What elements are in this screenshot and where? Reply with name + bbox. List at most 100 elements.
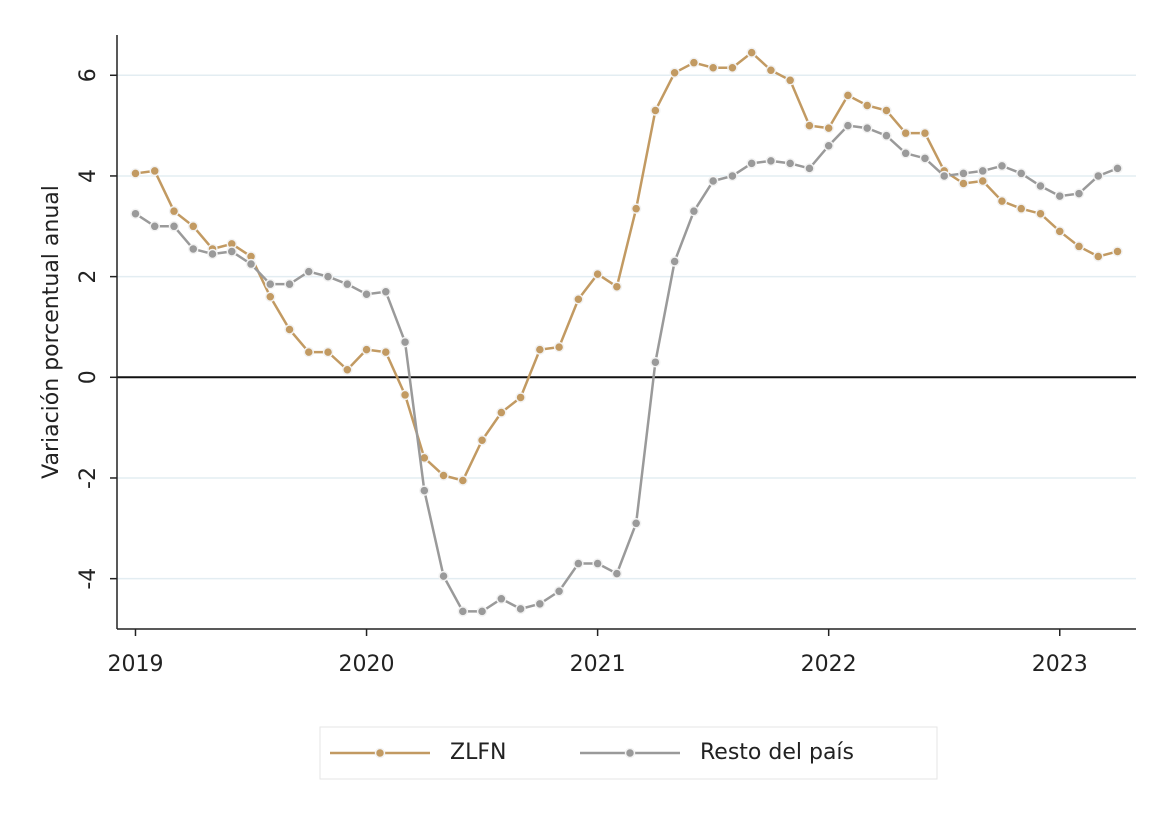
y-tick-label: -2 (76, 467, 101, 489)
data-point (707, 175, 719, 187)
data-point (265, 278, 276, 290)
data-point (1054, 190, 1065, 202)
data-point (265, 291, 276, 303)
data-point (784, 158, 796, 169)
data-point (765, 64, 777, 76)
data-point (515, 603, 526, 615)
data-point (765, 155, 777, 167)
data-point (688, 57, 700, 68)
data-point (573, 558, 584, 569)
data-point (861, 122, 873, 134)
data-point (1073, 241, 1085, 252)
data-point (322, 346, 334, 358)
data-point (284, 324, 295, 335)
data-point (245, 258, 257, 270)
data-point (496, 407, 507, 418)
data-point (399, 389, 411, 401)
data-point (438, 470, 449, 481)
data-point (669, 67, 680, 79)
data-point (342, 278, 353, 290)
data-point (861, 100, 873, 111)
data-point (284, 278, 295, 290)
data-point (168, 205, 180, 217)
data-point (1015, 168, 1027, 179)
x-tick-label: 2022 (801, 652, 857, 677)
legend-dot (374, 747, 386, 759)
data-point (303, 346, 315, 358)
data-point (1093, 170, 1104, 182)
data-point (419, 485, 430, 496)
data-point (534, 344, 546, 355)
data-point (496, 593, 507, 605)
y-tick-label: 2 (76, 270, 101, 284)
data-point (130, 168, 141, 179)
data-point (188, 221, 199, 232)
data-point (784, 75, 796, 86)
data-point (573, 294, 584, 305)
data-point (804, 120, 815, 131)
data-point (1073, 188, 1085, 199)
data-point (938, 170, 950, 182)
data-point (727, 62, 738, 73)
data-point (515, 392, 526, 403)
data-point (1112, 246, 1123, 257)
legend-label: Resto del país (700, 740, 854, 765)
data-point (900, 148, 911, 159)
data-point (611, 281, 623, 292)
data-point (438, 570, 449, 582)
data-point (881, 105, 892, 116)
data-point (207, 248, 218, 260)
data-point (630, 518, 642, 529)
data-point (727, 170, 738, 182)
data-point (361, 344, 372, 355)
legend-label: ZLFN (450, 740, 506, 765)
data-point (977, 175, 988, 187)
data-point (361, 288, 372, 300)
y-axis-label: Variación porcentual anual (39, 185, 64, 479)
data-point (996, 160, 1008, 172)
data-point (1015, 203, 1027, 214)
y-tick-label: -4 (76, 568, 101, 590)
data-point (1093, 251, 1104, 262)
data-point (553, 341, 565, 353)
data-point (842, 90, 854, 101)
data-point (919, 153, 931, 164)
data-point (476, 434, 488, 446)
data-point (342, 364, 353, 376)
x-tick-label: 2020 (339, 652, 395, 677)
data-point (823, 140, 834, 151)
data-point (650, 105, 661, 116)
data-point (977, 165, 988, 177)
data-point (168, 221, 180, 232)
data-point (303, 266, 315, 277)
legend-dot (624, 747, 636, 759)
data-point (592, 268, 603, 280)
data-point (707, 62, 719, 73)
data-point (900, 127, 911, 139)
data-point (188, 243, 199, 255)
data-point (804, 163, 815, 174)
data-point (476, 606, 488, 617)
data-point (149, 221, 160, 232)
data-point (881, 130, 892, 141)
data-point (226, 246, 238, 257)
data-point (553, 585, 565, 597)
data-point (149, 165, 160, 177)
data-point (399, 336, 411, 348)
data-point (958, 168, 969, 179)
series-line (135, 50, 1118, 482)
data-point (1035, 208, 1046, 219)
data-point (650, 356, 661, 368)
data-point (919, 127, 931, 139)
data-point (823, 122, 834, 134)
data-point (457, 606, 469, 617)
data-point (996, 195, 1008, 207)
y-tick-label: 6 (76, 68, 101, 82)
data-point (958, 178, 969, 189)
data-point (592, 558, 603, 569)
data-point (130, 208, 141, 219)
data-point (380, 286, 392, 297)
data-point (842, 120, 854, 131)
